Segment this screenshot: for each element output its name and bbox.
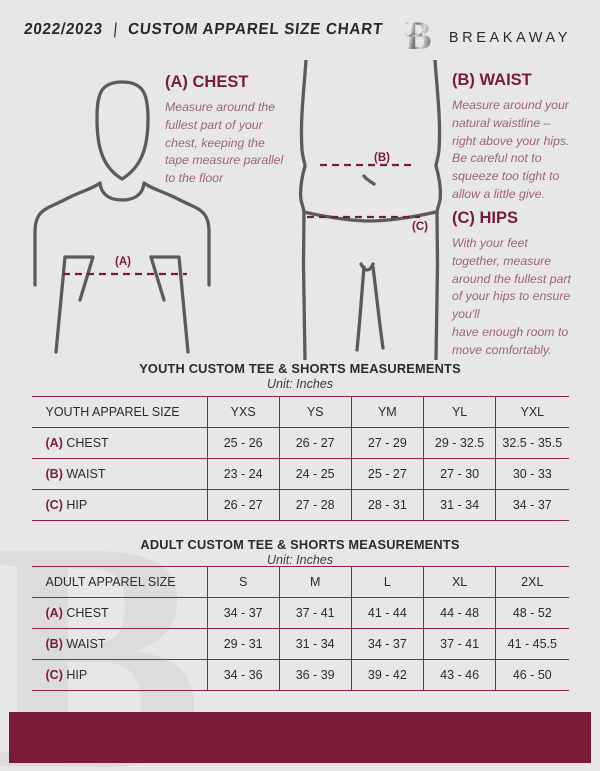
- svg-text:(C): (C): [412, 221, 428, 233]
- svg-text:(A): (A): [115, 256, 131, 268]
- svg-text:(B): (B): [374, 152, 390, 164]
